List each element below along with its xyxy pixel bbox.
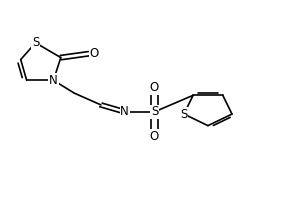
Text: O: O xyxy=(150,130,159,143)
Text: O: O xyxy=(150,81,159,94)
Text: S: S xyxy=(151,105,158,118)
Text: S: S xyxy=(32,36,39,49)
Text: O: O xyxy=(90,47,99,60)
Text: N: N xyxy=(120,105,129,118)
Text: N: N xyxy=(49,74,58,87)
Text: S: S xyxy=(180,108,188,121)
